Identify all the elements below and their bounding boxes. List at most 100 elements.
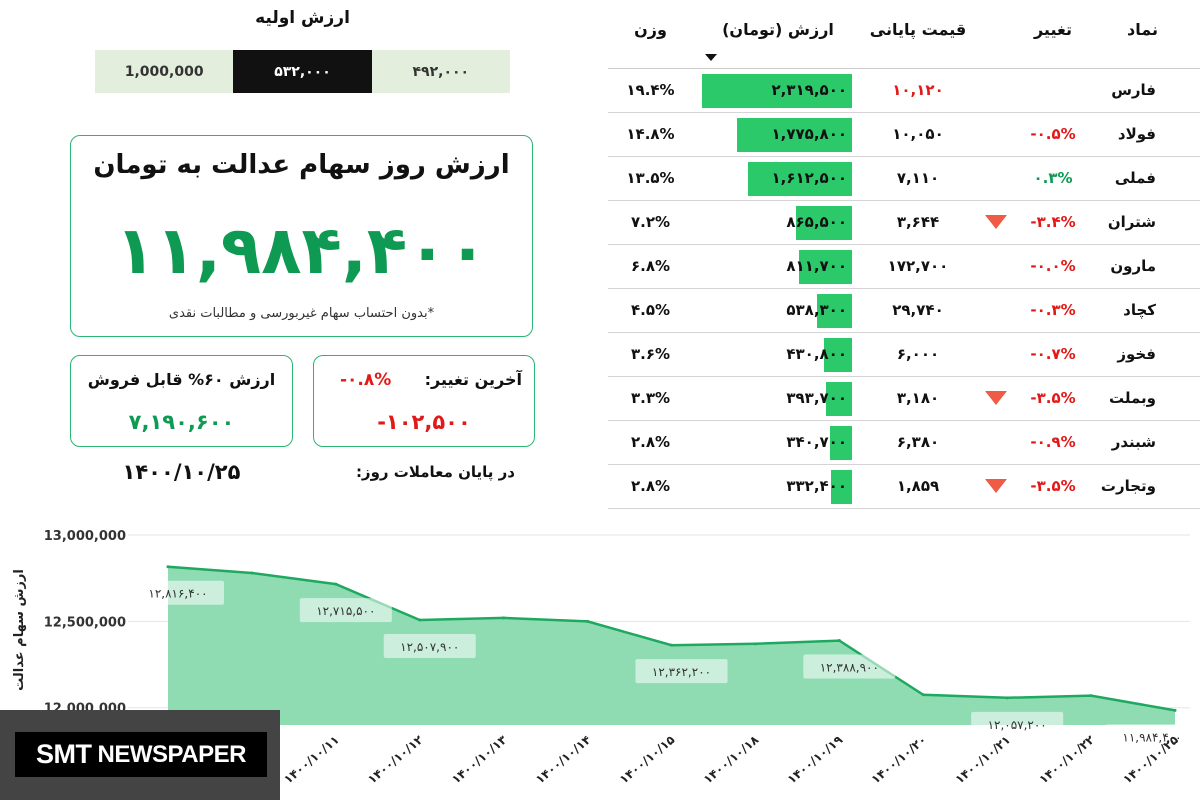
row-weight: ۴.۵% [630,301,671,319]
row-close-price: ۶,۳۸۰ [896,433,940,451]
row-change: -۰.۹% [1030,433,1076,451]
x-tick-label: ۱۴۰۰/۱۰/۱۹ [785,732,846,786]
data-label-box [635,659,728,684]
table-row[interactable]: فارس ۱۰,۱۲۰ ۲,۳۱۹,۵۰۰ ۱۹.۴% [608,69,1200,113]
data-label: ۱۲,۰۵۷,۲۰۰ [988,718,1047,732]
data-label-box [383,633,476,658]
sellable-value-card: ارزش ۶۰% قابل فروش ۷,۱۹۰,۶۰۰ [70,355,293,447]
sellable-value-amount: ۷,۱۹۰,۶۰۰ [128,410,235,434]
row-symbol: کچاد [1123,301,1156,319]
data-point [1005,696,1009,700]
tab-initial-532000[interactable]: ۵۳۲,۰۰۰ [233,50,372,93]
data-label: ۱۱,۹۸۴,۴۰۰ [1122,730,1181,744]
main-value-card: ارزش روز سهام عدالت به تومان ۱۱,۹۸۴,۴۰۰ … [70,135,533,337]
header-close-price[interactable]: قیمت پایانی [869,20,967,39]
row-weight: ۱۹.۴% [626,81,675,99]
chart-y-axis-label-box: ارزش سهام عدالت [12,569,27,691]
row-symbol: فولاد [1117,125,1156,143]
row-symbol: فملی [1114,169,1156,187]
row-weight: ۱۳.۵% [626,169,675,187]
table-row[interactable]: شبندر -۰.۹% ۶,۳۸۰ ۳۴۰,۷۰۰ ۲.۸% [608,421,1200,465]
row-value-bar [824,338,852,372]
data-label: ۱۲,۷۱۵,۵۰۰ [316,604,375,618]
x-tick-label: ۱۴۰۰/۱۰/۱۲ [365,732,426,786]
header-change[interactable]: تغییر [1033,20,1073,39]
header-symbol[interactable]: نماد [1127,20,1158,39]
holdings-table-body: فارس ۱۰,۱۲۰ ۲,۳۱۹,۵۰۰ ۱۹.۴% فولاد -۰.۵% ۱۰,۰۵۰… [608,68,1200,509]
row-change: -۳.۵% [1030,477,1076,495]
row-symbol: شتران [1107,213,1156,231]
chart-y-axis-label: ارزش سهام عدالت [12,569,27,691]
row-close-price: ۳,۱۸۰ [896,389,940,407]
row-symbol: فخوز [1117,345,1156,363]
table-row[interactable]: وتجارت -۳.۵% ۱,۸۵۹ ۳۳۲,۴۰۰ ۲.۸% [608,465,1200,509]
header-weight[interactable]: وزن [634,20,667,39]
row-value-bar [817,294,852,328]
row-change: ۰.۳% [1033,169,1073,187]
header-value[interactable]: ارزش (تومان) [722,20,834,39]
last-change-amount: -۱۰۲,۵۰۰ [377,410,471,434]
row-weight: ۳.۶% [630,345,671,363]
row-weight: ۳.۳% [630,389,671,407]
row-value-bar [702,74,852,108]
row-value: ۸۱۱,۷۰۰ [786,257,847,275]
data-point [166,565,170,569]
logo-word: NEWSPAPER [97,740,247,768]
main-value-amount: ۱۱,۹۸۴,۴۰۰ [115,212,488,289]
x-tick-label: ۱۴۰۰/۱۰/۲۲ [1036,732,1097,786]
row-value-bar [826,382,852,416]
row-close-price: ۲۹,۷۴۰ [892,301,944,319]
row-symbol: وبملت [1108,389,1156,407]
initial-value-title: ارزش اولیه [255,8,350,28]
tab-initial-492000[interactable]: ۴۹۲,۰۰۰ [371,50,510,93]
trading-date-label: در پایان معاملات روز: [355,463,515,481]
down-arrow-icon [985,479,1007,493]
table-row[interactable]: وبملت -۳.۵% ۳,۱۸۰ ۳۹۳,۷۰۰ ۳.۳% [608,377,1200,421]
initial-value-tabs: 1,000,000 ۵۳۲,۰۰۰ ۴۹۲,۰۰۰ [95,50,510,93]
tab-initial-1000000[interactable]: 1,000,000 [95,50,234,93]
newspaper-logo: SMT NEWSPAPER [0,710,280,800]
down-arrow-icon [985,215,1007,229]
x-tick-label: ۱۴۰۰/۱۰/۱۴ [533,733,594,787]
row-change: -۰.۷% [1030,345,1076,363]
row-close-price: ۳,۶۴۴ [896,213,940,231]
x-tick-label: ۱۴۰۰/۱۰/۱۳ [449,732,510,786]
x-tick-label: ۱۴۰۰/۱۰/۱۵ [617,733,678,787]
data-label: ۱۲,۳۶۲,۲۰۰ [652,665,711,679]
down-arrow-icon [985,391,1007,405]
table-row[interactable]: کچاد -۰.۳% ۲۹,۷۴۰ ۵۳۸,۳۰۰ ۴.۵% [608,289,1200,333]
trading-date: ۱۴۰۰/۱۰/۲۵ [122,460,241,484]
data-point [1089,694,1093,698]
row-value: ۴۳۰,۸۰۰ [786,345,847,363]
data-point [837,639,841,643]
row-value: ۵۳۸,۳۰۰ [786,301,847,319]
row-weight: ۲.۸% [630,477,671,495]
row-change: -۰.۵% [1030,125,1076,143]
row-value-bar [831,470,852,504]
row-weight: ۶.۸% [630,257,671,275]
x-tick-label: ۱۴۰۰/۱۰/۱۱ [281,733,342,787]
data-point [1173,708,1177,712]
row-value: ۸۶۵,۵۰۰ [786,213,847,231]
table-row[interactable]: فولاد -۰.۵% ۱۰,۰۵۰ ۱,۷۷۵,۸۰۰ ۱۴.۸% [608,113,1200,157]
row-symbol: وتجارت [1100,477,1156,495]
table-row[interactable]: فملی ۰.۳% ۷,۱۱۰ ۱,۶۱۲,۵۰۰ ۱۳.۵% [608,157,1200,201]
table-row[interactable]: مارون -۰.۰% ۱۷۲,۷۰۰ ۸۱۱,۷۰۰ ۶.۸% [608,245,1200,289]
logo-brand: SMT [36,739,92,769]
last-change-card: آخرین تغییر: -۰.۸% -۱۰۲,۵۰۰ [313,355,535,447]
row-value-bar [799,250,852,284]
row-value-bar [830,426,852,460]
data-label-box [971,711,1064,736]
row-close-price: ۷,۱۱۰ [896,169,940,187]
row-value: ۱,۶۱۲,۵۰۰ [771,169,847,187]
table-row[interactable]: شتران -۳.۴% ۳,۶۴۴ ۸۶۵,۵۰۰ ۷.۲% [608,201,1200,245]
data-point [418,618,422,622]
table-row[interactable]: فخوز -۰.۷% ۶,۰۰۰ ۴۳۰,۸۰۰ ۳.۶% [608,333,1200,377]
row-close-price: ۱,۸۵۹ [896,477,940,495]
row-symbol: شبندر [1111,433,1156,451]
row-symbol: فارس [1111,81,1156,99]
row-close-price: ۱۷۲,۷۰۰ [887,257,949,275]
sort-desc-icon[interactable] [705,54,717,61]
row-change: -۳.۴% [1030,213,1076,231]
row-value: ۳۹۳,۷۰۰ [786,389,847,407]
